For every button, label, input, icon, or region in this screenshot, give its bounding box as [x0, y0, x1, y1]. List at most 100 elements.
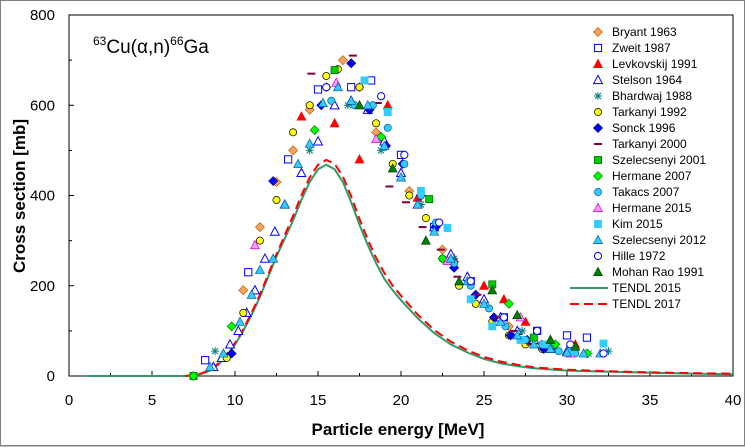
data-markers	[188, 54, 613, 381]
legend: Bryant 1963 Zweit 1987 Levkovskij 1991 Stel…	[570, 25, 706, 311]
point-sonck-1996	[346, 58, 357, 69]
point-bhardwaj-1988	[377, 146, 386, 155]
legend-marker-hermane-2007	[593, 171, 603, 181]
x-tick-label: 5	[148, 392, 156, 409]
legend-marker-szelecsenyi-2001	[594, 156, 602, 164]
point-mohan-rao-1991	[387, 163, 398, 173]
point-hille-1972	[466, 277, 475, 286]
point-szelecsenyi-2012	[234, 316, 245, 326]
point-szelecsenyi-2012	[332, 81, 343, 92]
point-szelecsenyi-2012	[479, 298, 489, 308]
legend-label: Takacs 2007	[612, 185, 680, 199]
point-hermane-2007	[503, 298, 514, 309]
point-bhardwaj-1988	[518, 326, 527, 335]
point-bhardwaj-1988	[211, 347, 220, 356]
legend-label: Zweit 1987	[612, 41, 671, 55]
point-levkovskij-1991	[354, 154, 365, 164]
point-kim-2015	[416, 187, 425, 195]
point-bhardwaj-1988	[343, 101, 352, 110]
point-mohan-rao-1991	[545, 334, 556, 344]
point-szelecsenyi-2012	[293, 158, 304, 168]
legend-marker-levkovskij-1991	[593, 58, 603, 68]
legend-label: Szelecsenyi 2001	[612, 153, 706, 167]
legend-label: Sonck 1996	[612, 121, 676, 135]
legend-label: Hermane 2007	[612, 169, 692, 183]
point-szelecsenyi-2012	[246, 289, 257, 299]
legend-label: Kim 2015	[612, 217, 663, 231]
point-szelecsenyi-2012	[429, 226, 440, 236]
y-tick-label: 600	[30, 97, 55, 114]
point-szelecsenyi-2012	[254, 264, 265, 274]
legend-label: Szelecsenyi 2012	[612, 233, 706, 247]
point-stelson-1964	[269, 225, 281, 236]
point-stelson-1964	[329, 99, 340, 110]
point-bryant-1963	[288, 145, 299, 156]
point-tarkanyi-1992	[289, 128, 298, 137]
legend-marker-szelecsenyi-2012	[593, 234, 603, 244]
point-tarkanyi-1992	[405, 191, 414, 200]
point-takacs-2007	[327, 96, 336, 105]
point-szelecsenyi-2012	[445, 253, 456, 263]
point-levkovskij-1991	[520, 316, 531, 326]
point-levkovskij-1991	[498, 293, 509, 304]
point-mohan-rao-1991	[420, 235, 431, 245]
point-stelson-1964	[296, 167, 307, 178]
legend-label: Stelson 1964	[612, 73, 682, 87]
legend-label: TENDL 2017	[612, 297, 681, 311]
point-mohan-rao-1991	[487, 284, 498, 295]
point-tarkanyi-1992	[305, 101, 314, 110]
legend-marker-hermane-2015	[593, 202, 603, 212]
x-tick-label: 35	[642, 392, 659, 409]
point-hille-1972	[435, 218, 444, 227]
point-tarkanyi-1992	[421, 214, 430, 223]
point-tarkanyi-1992	[239, 308, 248, 317]
point-zweit-1987	[284, 155, 293, 164]
point-szelecsenyi-2012	[396, 172, 406, 182]
legend-marker-zweit-1987	[593, 43, 603, 53]
x-tick-label: 30	[559, 392, 576, 409]
point-bryant-1963	[238, 285, 249, 296]
point-stelson-1964	[233, 325, 244, 335]
point-hille-1972	[400, 150, 409, 159]
point-mohan-rao-1991	[454, 275, 465, 286]
x-tick-label: 15	[310, 392, 327, 409]
x-axis-title: Particle energy [MeV]	[312, 420, 485, 439]
y-tick-label: 0	[47, 368, 55, 385]
point-szelecsenyi-2012	[362, 99, 373, 110]
point-mohan-rao-1991	[354, 99, 365, 110]
legend-label: Tarkanyi 2000	[612, 137, 687, 151]
point-szelecsenyi-2012	[304, 138, 315, 148]
point-szelecsenyi-2012	[545, 343, 556, 353]
point-szelecsenyi-2001	[330, 66, 339, 75]
point-tarkanyi-1992	[272, 196, 281, 204]
y-tick-label: 800	[30, 7, 55, 24]
point-szelecsenyi-2012	[512, 330, 523, 340]
legend-label: Hille 1972	[612, 249, 666, 263]
x-tick-label: 40	[725, 392, 742, 409]
legend-marker-bhardwaj-1988	[594, 92, 602, 100]
legend-marker-takacs-2007	[594, 188, 602, 196]
point-hille-1972	[533, 326, 542, 335]
legend-label: Bryant 1963	[612, 25, 677, 39]
x-tick-label: 10	[227, 392, 244, 409]
curve-tendl-2017	[185, 158, 734, 377]
point-hermane-2007	[188, 371, 199, 381]
point-szelecsenyi-2012	[205, 361, 216, 371]
point-tarkanyi-1992	[255, 236, 264, 245]
legend-marker-hille-1972	[593, 251, 603, 261]
x-tick-label: 0	[65, 392, 73, 409]
point-kim-2015	[488, 322, 497, 331]
point-bhardwaj-1988	[416, 200, 425, 209]
point-stelson-1964	[224, 338, 236, 349]
legend-marker-kim-2015	[594, 220, 602, 228]
point-bryant-1963	[254, 222, 265, 233]
point-szelecsenyi-2012	[528, 339, 539, 349]
point-zweit-1987	[367, 76, 376, 85]
plot-area	[68, 14, 734, 377]
point-zweit-1987	[201, 356, 210, 365]
x-tick-label: 20	[393, 392, 410, 409]
legend-label: Levkovskij 1991	[612, 57, 698, 71]
point-bryant-1963	[337, 55, 348, 66]
